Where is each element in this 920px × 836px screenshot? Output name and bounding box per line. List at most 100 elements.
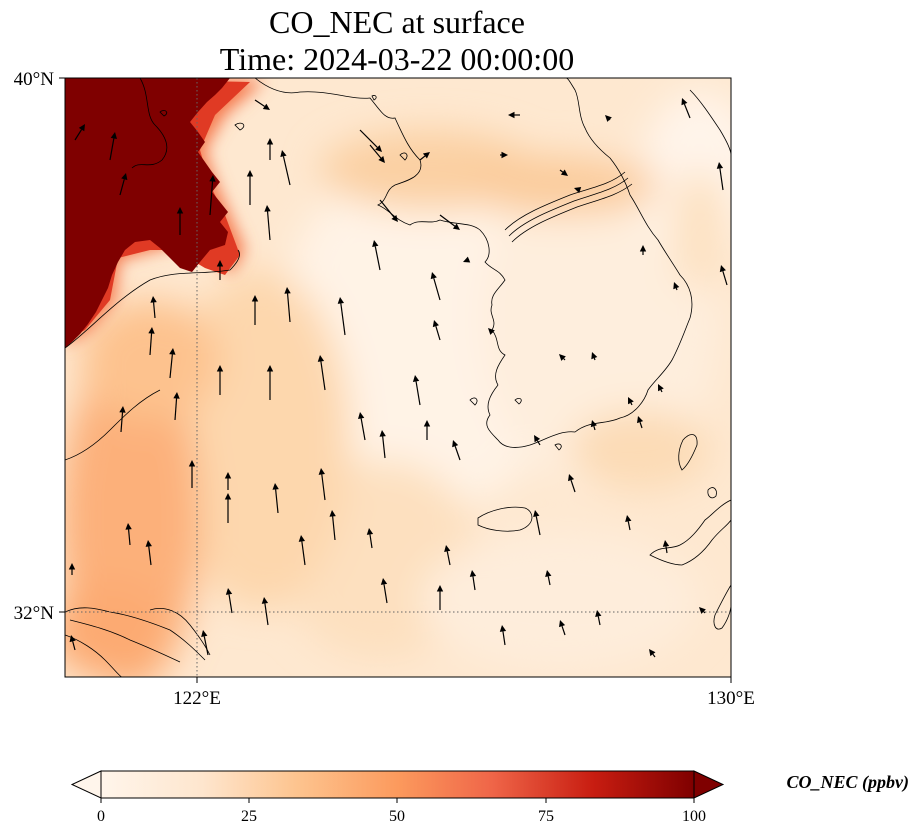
wind-arrow (272, 483, 279, 514)
colorbar-tick-50: 50 (389, 808, 405, 825)
wind-arrow (369, 144, 385, 163)
wind-arrow (673, 282, 680, 291)
wind-arrow (379, 199, 398, 222)
wind-arrow (658, 384, 664, 393)
wind-arrow (423, 420, 431, 440)
wind-arrow (590, 420, 597, 431)
wind-arrow (637, 416, 644, 429)
wind-arrow (605, 115, 612, 122)
wind-arrow (169, 348, 176, 379)
wind-arrow (318, 468, 326, 501)
colorbar-tick-100: 100 (682, 808, 706, 825)
wind-arrow (463, 256, 471, 263)
wind-arrow (176, 207, 184, 235)
gridlines (65, 78, 731, 677)
wind-arrow (145, 540, 152, 566)
concentration-field (65, 78, 731, 677)
wind-arrow (337, 297, 346, 336)
wind-arrow (359, 129, 382, 152)
wind-arrow (251, 295, 259, 325)
wind-arrow (329, 510, 336, 541)
title-line-2: Time: 2024-03-22 00:00:00 (220, 41, 574, 77)
wind-vectors (68, 98, 728, 658)
wind-arrow (188, 460, 196, 488)
coastlines (65, 78, 731, 677)
wind-arrow (201, 630, 209, 656)
wind-arrow (74, 124, 85, 141)
wind-arrow (568, 474, 576, 493)
wind-arrow (508, 111, 520, 119)
wind-arrow (69, 635, 76, 651)
wind-arrow (379, 430, 386, 459)
wind-arrow (469, 570, 477, 591)
wind-arrow (591, 352, 598, 361)
wind-arrow (224, 472, 232, 490)
wind-arrow (559, 354, 566, 361)
wind-arrow (432, 320, 441, 341)
wind-arrow (716, 162, 724, 191)
map-panel (64, 77, 732, 678)
wind-arrow (380, 578, 388, 604)
wind-arrow (148, 327, 155, 356)
wind-arrow (68, 563, 76, 575)
colorbar-tick-75: 75 (538, 808, 554, 825)
wind-arrow (412, 375, 421, 406)
wind-arrow (264, 205, 271, 241)
wind-arrow (699, 607, 706, 614)
lat-tick-label-40: 40°N (14, 69, 55, 90)
wind-arrow (119, 406, 126, 433)
wind-arrow (419, 152, 430, 161)
wind-arrow (216, 260, 224, 280)
wind-arrow (628, 397, 634, 406)
wind-arrow (488, 328, 495, 335)
wind-arrow (439, 214, 460, 230)
wind-arrow (436, 585, 444, 610)
wind-arrow (209, 175, 216, 216)
wind-arrow (533, 510, 541, 536)
wind-arrow (649, 649, 656, 658)
wind-arrow (500, 151, 508, 159)
wind-arrow (625, 515, 632, 531)
wind-arrow (499, 625, 507, 646)
wind-arrow (125, 523, 132, 546)
wind-arrow (357, 412, 366, 441)
wind-arrow (681, 98, 691, 119)
wind-arrow (559, 620, 566, 636)
colorbar-label: CO_NEC (ppbv) (787, 772, 910, 793)
wind-arrow (284, 287, 291, 323)
wind-arrow (372, 240, 381, 271)
wind-arrow (317, 355, 326, 391)
wind-arrow (109, 132, 118, 161)
wind-arrow (266, 365, 274, 400)
wind-arrow (216, 365, 224, 395)
colorbar-tick-25: 25 (241, 808, 257, 825)
wind-arrow (225, 588, 233, 614)
wind-arrow (298, 535, 306, 566)
wind-arrow (173, 392, 180, 421)
wind-arrow (119, 173, 128, 196)
colorbar-tick-0: 0 (97, 808, 105, 825)
wind-arrow (366, 528, 374, 549)
wind-arrow (574, 187, 582, 194)
wind-arrow (662, 540, 670, 554)
wind-arrow (452, 440, 461, 461)
axis-ticks (59, 77, 732, 683)
colorbar-min-extend (70, 770, 102, 799)
colorbar-max-extend (693, 770, 725, 799)
wind-arrow (266, 138, 274, 160)
wind-arrow (280, 150, 291, 186)
wind-arrow (430, 272, 441, 301)
map-frame (64, 77, 732, 678)
lon-tick-label-130: 130°E (707, 688, 755, 709)
wind-arrow (545, 570, 552, 586)
wind-arrow (246, 170, 254, 205)
wind-arrow (595, 610, 602, 626)
wind-arrow (224, 493, 232, 523)
wind-arrow (534, 435, 541, 446)
wind-arrow (150, 296, 157, 319)
lat-tick-label-32: 32°N (14, 603, 55, 624)
wind-arrow (719, 265, 728, 286)
wind-arrow (559, 169, 568, 176)
lon-tick-label-122: 122°E (173, 688, 221, 709)
